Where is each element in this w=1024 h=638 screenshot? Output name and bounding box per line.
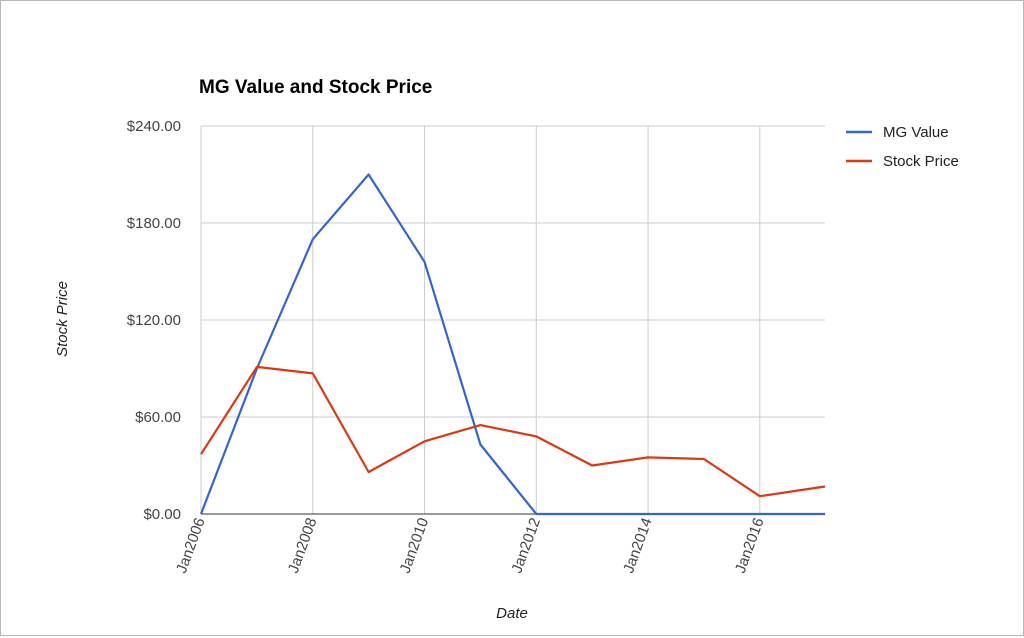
gridlines: [200, 125, 825, 515]
x-tick-label: Jan2008: [285, 516, 321, 576]
legend-label: Stock Price: [883, 153, 959, 170]
y-axis-title: Stock Price: [54, 281, 71, 357]
x-axis-ticks: Jan2006 Jan2008 Jan2010 Jan2012 Jan2014 Jan20…: [173, 516, 767, 576]
y-tick-label: $240.00: [127, 118, 181, 135]
x-axis-title: Date: [496, 605, 528, 622]
y-tick-label: $180.00: [127, 215, 181, 232]
y-tick-label: $0.00: [143, 506, 181, 523]
series-line-stock-price: [200, 365, 826, 498]
series-line-mg-value: [199, 173, 825, 516]
chart-title: MG Value and Stock Price: [199, 77, 432, 98]
series-lines: [199, 173, 826, 516]
x-tick-label: Jan2012: [508, 516, 544, 576]
y-tick-label: $120.00: [127, 312, 181, 329]
legend-label: MG Value: [883, 124, 949, 141]
y-axis-ticks: $0.00 $60.00 $120.00 $180.00 $240.00: [127, 118, 181, 523]
x-tick-label: Jan2010: [397, 516, 433, 576]
x-tick-label: Jan2016: [732, 516, 768, 576]
y-tick-label: $60.00: [135, 409, 181, 426]
x-tick-label: Jan2006: [173, 516, 209, 576]
x-tick-label: Jan2014: [620, 516, 656, 576]
legend: MG Value Stock Price: [846, 124, 959, 170]
